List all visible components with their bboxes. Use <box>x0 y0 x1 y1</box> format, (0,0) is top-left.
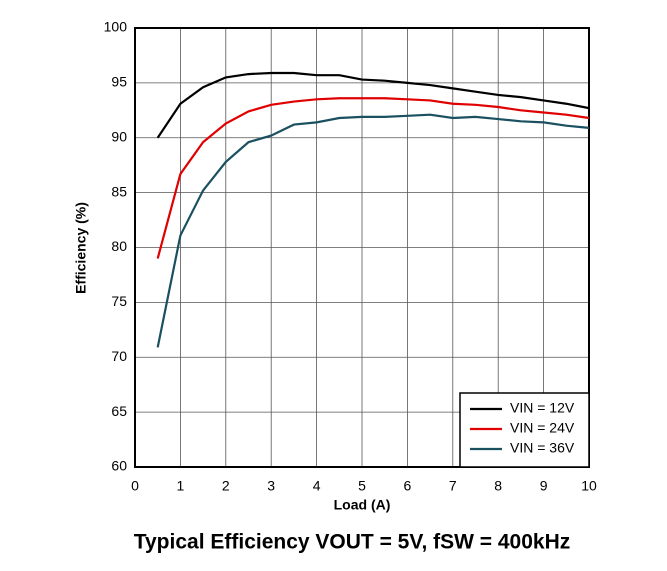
legend-label: VIN = 36V <box>510 440 575 456</box>
x-tick-label: 5 <box>358 478 366 494</box>
series-line <box>156 71 590 139</box>
plot-border <box>134 27 590 468</box>
x-axis-title: Load (A) <box>334 497 391 513</box>
x-tick-label: 6 <box>404 478 412 494</box>
y-tick-label: 95 <box>111 74 127 90</box>
x-tick-label: 0 <box>131 478 139 494</box>
y-tick-label: 60 <box>111 458 127 474</box>
x-tick-label: 2 <box>222 478 230 494</box>
series-line <box>156 97 590 259</box>
y-tick-label: 70 <box>111 348 127 364</box>
y-tick-label: 75 <box>111 293 127 309</box>
x-tick-label: 9 <box>540 478 548 494</box>
x-tick-label: 3 <box>267 478 275 494</box>
chart-title: Typical Efficiency VOUT = 5V, fSW = 400k… <box>134 531 571 554</box>
series-line <box>156 113 590 348</box>
x-tick-label: 7 <box>449 478 457 494</box>
legend-label: VIN = 12V <box>510 400 575 416</box>
legend-label: VIN = 24V <box>510 420 575 436</box>
x-tick-label: 8 <box>494 478 502 494</box>
y-tick-label: 90 <box>111 128 127 144</box>
y-tick-label: 80 <box>111 238 127 254</box>
x-tick-label: 4 <box>313 478 321 494</box>
y-tick-label: 85 <box>111 183 127 199</box>
y-axis-title: Efficiency (%) <box>73 202 89 294</box>
x-tick-label: 10 <box>581 478 597 494</box>
x-tick-label: 1 <box>177 478 185 494</box>
y-tick-label: 65 <box>111 403 127 419</box>
y-tick-label: 100 <box>104 19 128 35</box>
